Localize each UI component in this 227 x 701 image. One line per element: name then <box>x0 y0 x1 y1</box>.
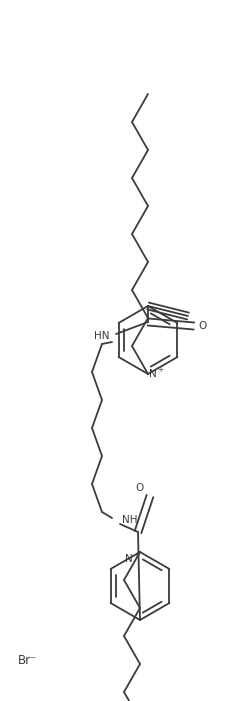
Text: Br⁻: Br⁻ <box>18 653 37 667</box>
Text: O: O <box>198 321 206 331</box>
Text: N$^+$: N$^+$ <box>123 552 140 564</box>
Text: O: O <box>135 483 143 493</box>
Text: HN: HN <box>94 331 109 341</box>
Text: N$^+$: N$^+$ <box>147 367 164 379</box>
Text: NH: NH <box>122 515 137 525</box>
